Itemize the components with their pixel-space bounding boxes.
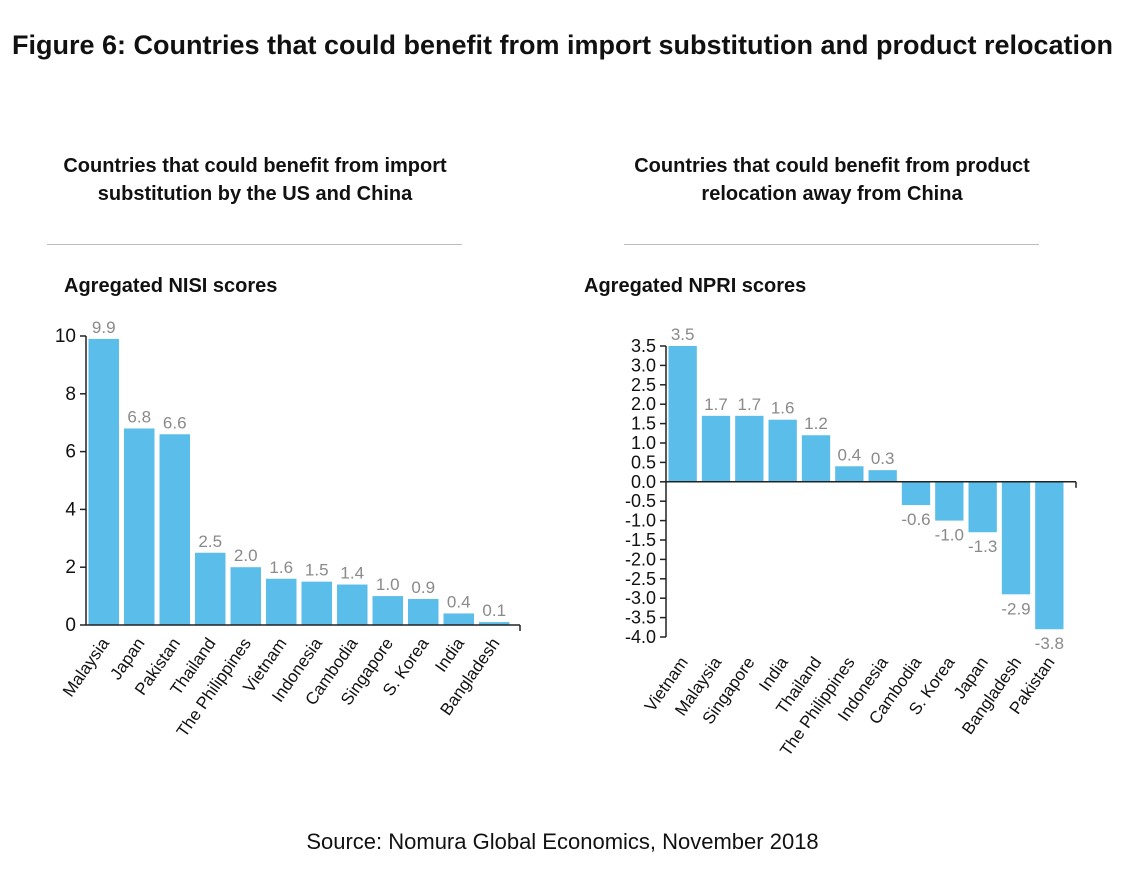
npri-bar (901, 481, 931, 506)
nisi-value-label: 1.4 (340, 564, 364, 583)
nisi-bar (230, 567, 261, 625)
npri-value-label: 1.7 (738, 395, 762, 414)
nisi-value-label: 0.4 (447, 592, 471, 611)
nisi-bar (266, 578, 297, 625)
right-axis-label: Agregated NPRI scores (584, 275, 807, 297)
npri-bar (935, 481, 964, 521)
npri-value-label: 0.3 (871, 449, 895, 468)
npri-value-label: 1.7 (704, 395, 728, 414)
right-panel-title: Countries that could benefit from produc… (634, 155, 1030, 205)
nisi-y-tick-label: 0 (65, 615, 76, 636)
npri-bar (701, 415, 731, 482)
nisi-bar (195, 552, 226, 625)
figure-title: Figure 6: Countries that could benefit f… (11, 30, 1113, 60)
npri-y-tick-label: 0.0 (631, 472, 656, 492)
npri-y-tick-label: -1.5 (625, 530, 656, 550)
nisi-value-label: 6.8 (127, 407, 151, 426)
npri-value-label: -0.6 (901, 510, 930, 529)
nisi-bar (301, 581, 332, 625)
npri-bar (835, 466, 864, 482)
npri-y-tick-label: 3.0 (631, 355, 656, 375)
nisi-category-label: Malaysia (59, 634, 113, 700)
nisi-bar (88, 338, 119, 625)
npri-y-tick-label: 0.5 (631, 452, 656, 472)
nisi-bar (443, 613, 474, 625)
nisi-value-label: 0.9 (411, 578, 435, 597)
nisi-value-label: 1.5 (305, 561, 329, 580)
npri-y-tick-label: -0.5 (625, 491, 656, 511)
npri-value-label: 3.5 (671, 325, 695, 344)
npri-y-tick-label: -1.0 (625, 511, 656, 531)
nisi-y-tick-label: 8 (65, 384, 76, 405)
npri-value-label: -3.8 (1035, 634, 1064, 653)
nisi-bar (124, 428, 155, 625)
npri-y-tick-label: 2.0 (631, 394, 656, 414)
npri-y-tick-label: -3.5 (625, 608, 656, 628)
nisi-value-label: 6.6 (163, 413, 187, 432)
left-axis-label: Agregated NISI scores (64, 275, 278, 297)
nisi-y-tick-label: 4 (65, 499, 76, 520)
nisi-value-label: 1.6 (269, 558, 293, 577)
npri-bar (968, 481, 997, 533)
npri-bar (868, 470, 897, 482)
nisi-value-label: 2.5 (198, 532, 222, 551)
nisi-y-tick-label: 6 (65, 442, 76, 463)
nisi-bar (372, 596, 403, 625)
npri-y-tick-label: -4.0 (625, 627, 656, 647)
npri-y-tick-label: 3.5 (631, 336, 656, 356)
nisi-bar (479, 622, 510, 625)
source-note: Source: Nomura Global Economics, Novembe… (306, 829, 819, 854)
npri-value-label: 1.6 (771, 399, 795, 418)
nisi-bar (408, 598, 439, 625)
nisi-bar (159, 434, 190, 625)
npri-bar (768, 419, 797, 482)
nisi-value-label: 0.1 (482, 601, 506, 620)
npri-y-tick-label: -2.5 (625, 569, 656, 589)
nisi-y-tick-label: 2 (65, 557, 76, 578)
npri-value-label: 0.4 (838, 445, 862, 464)
nisi-y-tick-label: 10 (55, 326, 76, 347)
npri-y-tick-label: -3.0 (625, 588, 656, 608)
npri-value-label: -2.9 (1001, 599, 1030, 618)
npri-bar (801, 435, 831, 482)
npri-value-label: 1.2 (804, 414, 828, 433)
npri-y-tick-label: -2.0 (625, 549, 656, 569)
npri-bar (668, 346, 697, 482)
npri-bar (1001, 481, 1031, 595)
npri-y-tick-label: 2.5 (631, 375, 656, 395)
right-panel-divider (624, 244, 1039, 245)
nisi-value-label: 9.9 (92, 318, 116, 337)
npri-bar (1035, 481, 1064, 630)
npri-value-label: -1.0 (935, 526, 964, 545)
npri-y-tick-label: 1.0 (631, 433, 656, 453)
nisi-value-label: 2.0 (234, 546, 258, 565)
npri-y-tick-label: 1.5 (631, 414, 656, 434)
npri-value-label: -1.3 (968, 537, 997, 556)
npri-bar (735, 415, 764, 482)
left-panel-title: Countries that could benefit from import… (63, 155, 447, 205)
nisi-bar (337, 584, 368, 625)
npri-bar-chart: 3.53.02.52.01.51.00.50.0-0.5-1.0-1.5-2.0… (625, 325, 1077, 760)
nisi-value-label: 1.0 (376, 575, 400, 594)
left-panel-divider (47, 244, 462, 245)
